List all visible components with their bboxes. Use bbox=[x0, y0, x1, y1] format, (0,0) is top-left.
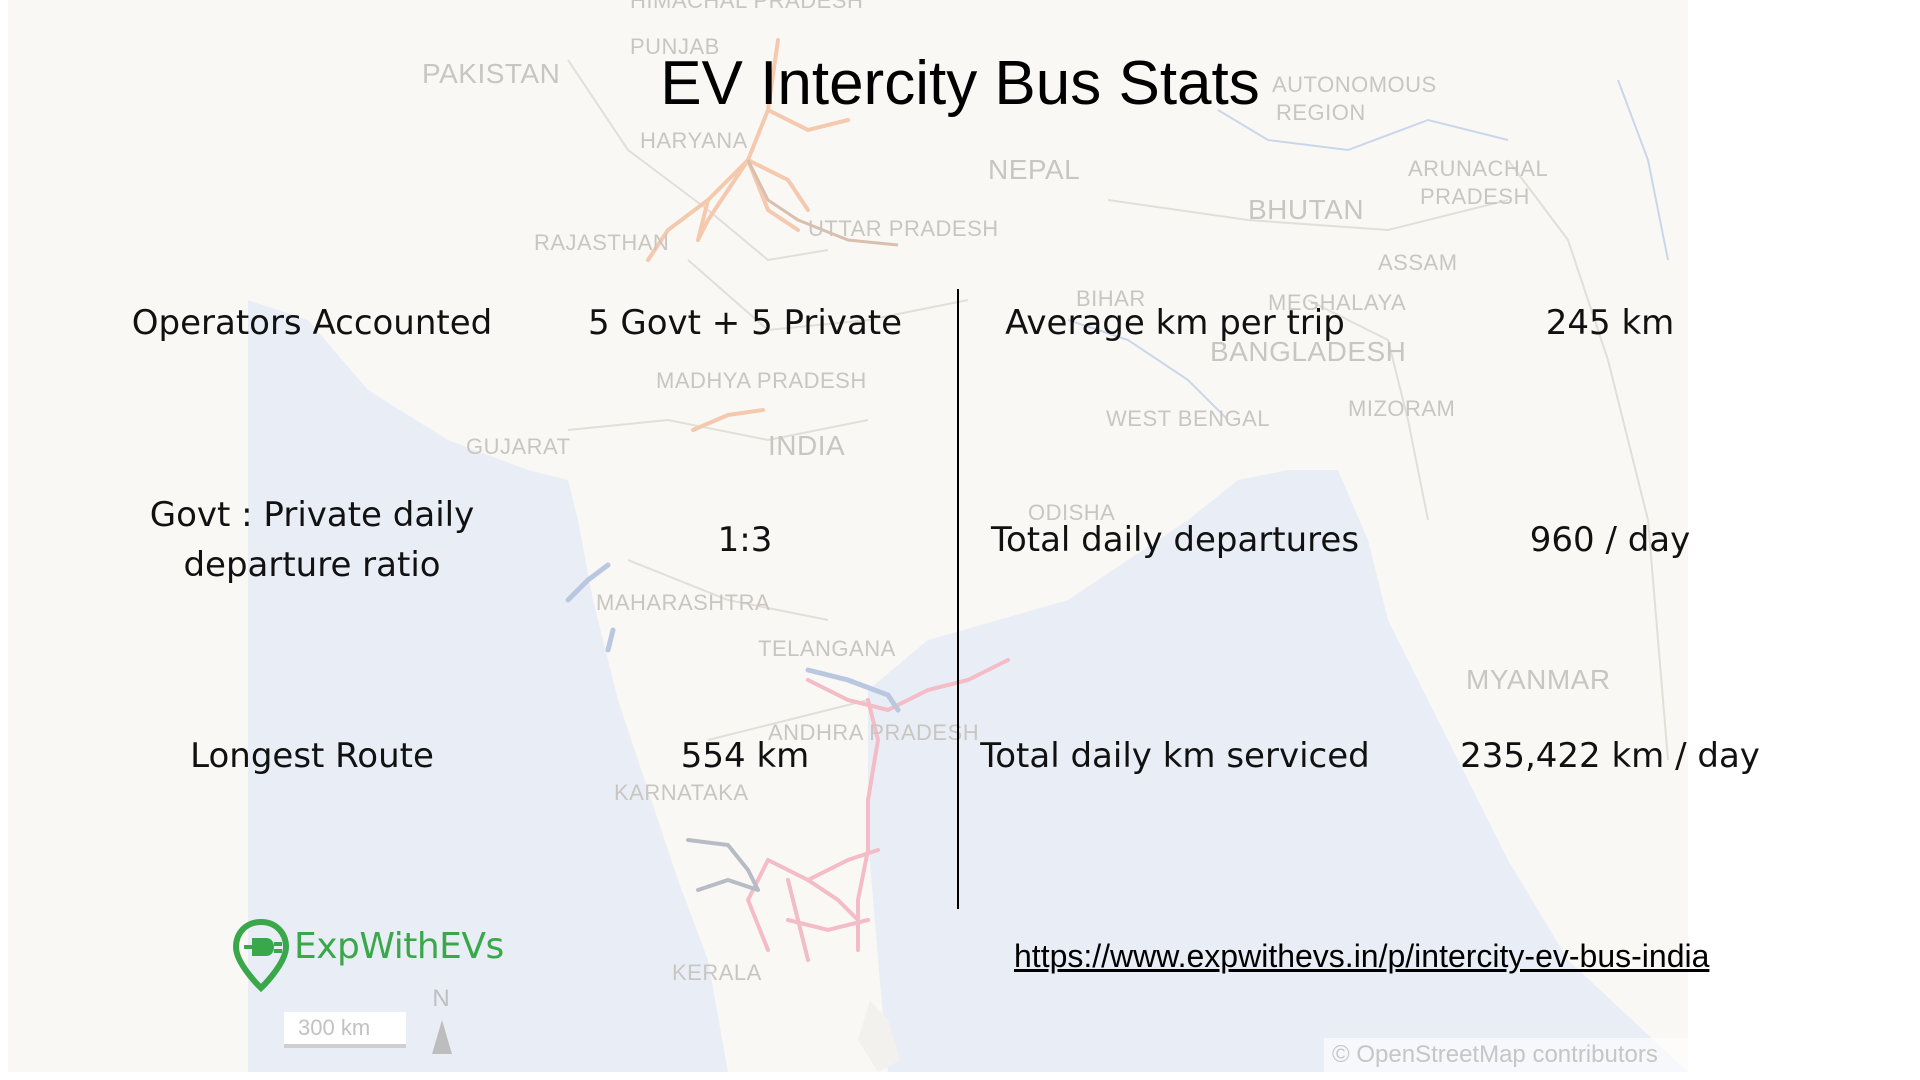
logo-text: ExpWithEVs bbox=[294, 925, 504, 967]
map-label: KARNATAKA bbox=[614, 780, 749, 805]
map-label: PAKISTAN bbox=[422, 58, 561, 89]
map-label: HARYANA bbox=[640, 128, 748, 153]
map-background: HIMACHAL PRADESH PAKISTAN PUNJAB HARYANA… bbox=[8, 0, 1688, 1072]
map-label: PUNJAB bbox=[630, 34, 720, 59]
stat-value-departures: 960 / day bbox=[1529, 520, 1691, 560]
map-label: ARUNACHAL bbox=[1408, 156, 1549, 181]
stat-value-daily-km: 235,422 km / day bbox=[1460, 736, 1760, 776]
map-attribution: © OpenStreetMap contributors bbox=[1324, 1038, 1688, 1072]
ev-plug-location-pin-icon bbox=[232, 918, 290, 992]
stat-value-operators: 5 Govt + 5 Private bbox=[587, 303, 903, 343]
column-divider bbox=[957, 289, 959, 909]
stat-label-ratio-line1: Govt : Private daily bbox=[149, 495, 475, 535]
map-label: RAJASTHAN bbox=[534, 230, 670, 255]
stat-value-avg-km: 245 km bbox=[1545, 303, 1675, 343]
map-label: REGION bbox=[1276, 100, 1366, 125]
map-label: HIMACHAL PRADESH bbox=[630, 0, 864, 13]
stat-value-longest-route: 554 km bbox=[680, 736, 810, 776]
map-label: BHUTAN bbox=[1248, 194, 1365, 225]
map-label: ASSAM bbox=[1378, 250, 1458, 275]
map-label: BIHAR bbox=[1076, 286, 1146, 311]
map-label: NEPAL bbox=[988, 154, 1081, 185]
page-title: EV Intercity Bus Stats bbox=[0, 48, 1920, 119]
stat-label-departures: Total daily departures bbox=[990, 520, 1360, 560]
map-label: TELANGANA bbox=[758, 636, 896, 661]
stat-label-daily-km: Total daily km serviced bbox=[980, 736, 1370, 776]
map-label: GUJARAT bbox=[466, 434, 571, 459]
map-scale-bar: 300 km bbox=[284, 1012, 406, 1048]
map-label: MEGHALAYA bbox=[1268, 290, 1407, 315]
page-title-text: EV Intercity Bus Stats bbox=[660, 49, 1260, 118]
map-label: AUTONOMOUS bbox=[1272, 72, 1437, 97]
map-label: MIZORAM bbox=[1348, 396, 1456, 421]
map-label: PRADESH bbox=[1420, 184, 1530, 209]
map-label: MADHYA PRADESH bbox=[656, 368, 867, 393]
map-geography bbox=[248, 38, 1688, 1072]
map-label: UTTAR PRADESH bbox=[808, 216, 999, 241]
map-label: MYANMAR bbox=[1466, 664, 1611, 695]
map-label: INDIA bbox=[768, 430, 846, 461]
map-label: BANGLADESH bbox=[1210, 336, 1407, 367]
map-label: ANDHRA PRADESH bbox=[768, 720, 980, 745]
stat-label-ratio-line2: departure ratio bbox=[183, 545, 441, 585]
map-label: WEST BENGAL bbox=[1106, 406, 1271, 431]
map-label: ODISHA bbox=[1028, 500, 1116, 525]
map-label: KERALA bbox=[672, 960, 762, 985]
expwithevs-logo: ExpWithEVs bbox=[232, 918, 504, 992]
stat-label-longest-route: Longest Route bbox=[190, 736, 434, 776]
stat-label-avg-km: Average km per trip bbox=[1005, 303, 1345, 343]
stat-label-operators: Operators Accounted bbox=[131, 303, 493, 343]
north-arrow-icon bbox=[432, 1020, 452, 1054]
north-label: N bbox=[432, 985, 450, 1012]
stat-value-ratio: 1:3 bbox=[717, 520, 773, 560]
map-label: MAHARASHTRA bbox=[596, 590, 771, 615]
source-link[interactable]: https://www.expwithevs.in/p/intercity-ev… bbox=[1014, 938, 1710, 974]
